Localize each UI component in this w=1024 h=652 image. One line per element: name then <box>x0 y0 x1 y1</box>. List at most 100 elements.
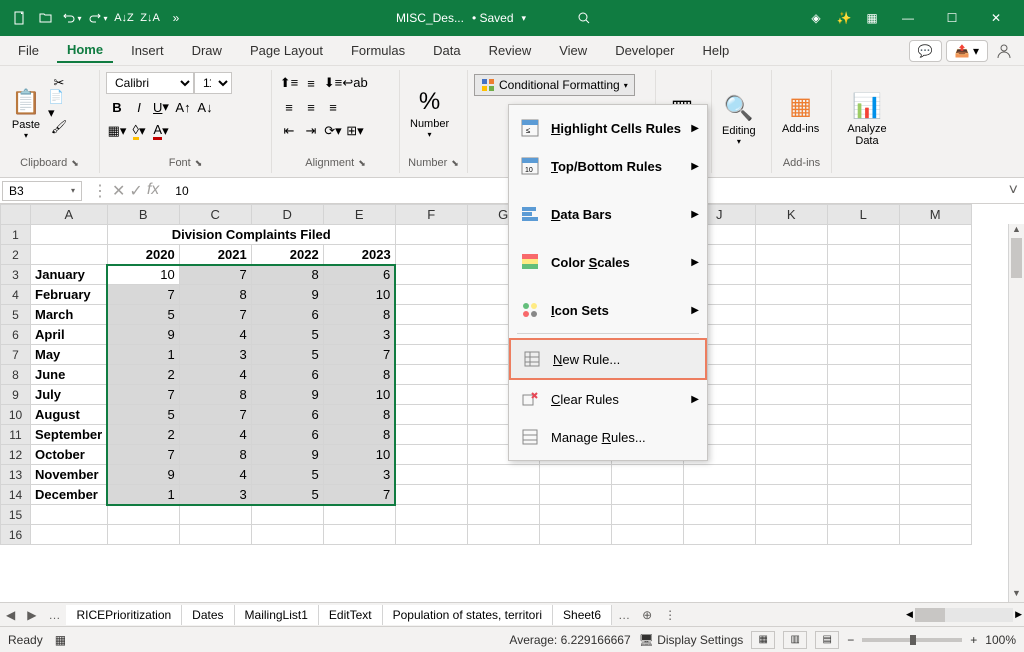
addins-button[interactable]: ▦ Add-ins <box>778 72 823 155</box>
paste-button[interactable]: 📋 Paste ▾ <box>6 72 46 155</box>
fx-icon[interactable]: fx <box>147 181 159 201</box>
zoom-out-button[interactable]: − <box>847 633 854 647</box>
grow-font-button[interactable]: A↑ <box>172 96 194 118</box>
page-break-view-button[interactable]: ▤ <box>815 631 839 649</box>
vertical-scrollbar[interactable]: ▲ ▼ <box>1008 224 1024 602</box>
sheet-tab[interactable]: RICEPrioritization <box>66 605 182 625</box>
cf-color-scales[interactable]: Color Scales ▶ <box>509 243 707 281</box>
align-center-button[interactable]: ≡ <box>300 96 322 118</box>
undo-icon[interactable]: ▾ <box>60 6 84 30</box>
cf-manage-rules[interactable]: Manage Rules... <box>509 418 707 456</box>
sheet-nav-prev[interactable]: ◀ <box>0 608 21 622</box>
tab-draw[interactable]: Draw <box>182 39 232 62</box>
orientation-button[interactable]: ⟳▾ <box>322 120 344 142</box>
horizontal-scrollbar[interactable]: ◀ ▶ <box>904 608 1024 622</box>
sort-desc-icon[interactable]: Z↓A <box>138 6 162 30</box>
tab-help[interactable]: Help <box>692 39 739 62</box>
cf-top-bottom-rules[interactable]: 10 Top/Bottom Rules ▶ <box>509 147 707 185</box>
qat-more-icon[interactable]: » <box>164 6 188 30</box>
tab-home[interactable]: Home <box>57 38 113 63</box>
sheet-tab[interactable]: EditText <box>319 605 383 625</box>
tab-formulas[interactable]: Formulas <box>341 39 415 62</box>
comments-button[interactable]: 💬 <box>909 40 942 62</box>
underline-button[interactable]: U▾ <box>150 96 172 118</box>
search-icon[interactable] <box>572 6 596 30</box>
zoom-in-button[interactable]: + <box>970 633 977 647</box>
font-launcher[interactable]: ⬊ <box>195 158 203 169</box>
format-painter-button[interactable]: 🖌 <box>48 116 70 138</box>
clipboard-launcher[interactable]: ⬊ <box>71 158 79 169</box>
align-top-button[interactable]: ⬆≡ <box>278 72 300 94</box>
accessibility-icon[interactable]: ▦ <box>55 633 66 647</box>
font-name-select[interactable]: Calibri <box>106 72 194 94</box>
fill-color-button[interactable]: ◊▾ <box>128 120 150 142</box>
cancel-formula-icon[interactable]: ✕ <box>112 181 125 201</box>
expand-formula-bar[interactable]: ˅ <box>1003 182 1024 200</box>
page-layout-view-button[interactable]: ▥ <box>783 631 807 649</box>
normal-view-button[interactable]: ▦ <box>751 631 775 649</box>
cf-highlight-cells-rules[interactable]: ≤ Highlight Cells Rules ▶ <box>509 109 707 147</box>
account-icon[interactable] <box>992 39 1016 63</box>
status-ready: Ready <box>8 633 43 647</box>
zoom-level[interactable]: 100% <box>985 633 1016 647</box>
italic-button[interactable]: I <box>128 96 150 118</box>
tab-data[interactable]: Data <box>423 39 470 62</box>
new-file-icon[interactable] <box>8 6 32 30</box>
alignment-launcher[interactable]: ⬊ <box>358 158 366 169</box>
cf-icon-sets[interactable]: Icon Sets ▶ <box>509 291 707 329</box>
sort-asc-icon[interactable]: A↓Z <box>112 6 136 30</box>
copy-button[interactable]: 📄▾ <box>48 94 70 116</box>
shrink-font-button[interactable]: A↓ <box>194 96 216 118</box>
tab-page-layout[interactable]: Page Layout <box>240 39 333 62</box>
align-left-button[interactable]: ≡ <box>278 96 300 118</box>
sheet-nav-next[interactable]: ▶ <box>21 608 42 622</box>
merge-button[interactable]: ⊞▾ <box>344 120 366 142</box>
sheet-tab[interactable]: Sheet6 <box>553 605 612 625</box>
align-middle-button[interactable]: ≡ <box>300 72 322 94</box>
wand-icon[interactable]: ✨ <box>832 6 856 30</box>
number-launcher[interactable]: ⬊ <box>451 158 459 169</box>
align-right-button[interactable]: ≡ <box>322 96 344 118</box>
open-file-icon[interactable] <box>34 6 58 30</box>
sheet-tab[interactable]: MailingList1 <box>235 605 319 625</box>
increase-indent-button[interactable]: ⇥ <box>300 120 322 142</box>
decrease-indent-button[interactable]: ⇤ <box>278 120 300 142</box>
font-color-button[interactable]: A▾ <box>150 120 172 142</box>
bold-button[interactable]: B <box>106 96 128 118</box>
tab-view[interactable]: View <box>549 39 597 62</box>
font-size-select[interactable]: 11 <box>194 72 232 94</box>
editing-button[interactable]: 🔍 Editing ▾ <box>718 72 760 167</box>
share-button[interactable]: 📤 ▾ <box>946 40 988 62</box>
minimize-button[interactable]: — <box>888 4 928 32</box>
redo-icon[interactable]: ▾ <box>86 6 110 30</box>
cf-data-bars[interactable]: Data Bars ▶ <box>509 195 707 233</box>
cf-new-rule[interactable]: New Rule... <box>509 338 707 380</box>
name-box[interactable]: B3▾ <box>2 181 82 201</box>
borders-button[interactable]: ▦▾ <box>106 120 128 142</box>
align-bottom-button[interactable]: ⬇≡ <box>322 72 344 94</box>
alignment-label: Alignment <box>305 157 354 169</box>
tab-file[interactable]: File <box>8 39 49 62</box>
conditional-formatting-button[interactable]: Conditional Formatting ▾ <box>474 74 635 96</box>
zoom-slider[interactable] <box>862 638 962 642</box>
close-button[interactable]: ✕ <box>976 4 1016 32</box>
fb-dropdown-icon[interactable]: ⋮ <box>92 181 108 201</box>
cf-clear-rules[interactable]: Clear Rules ▶ <box>509 380 707 418</box>
sheet-tab[interactable]: Population of states, territori <box>383 605 553 625</box>
new-sheet-button[interactable]: ⊕ <box>636 608 658 622</box>
display-settings[interactable]: 🖥 Display Settings <box>639 633 744 647</box>
tab-insert[interactable]: Insert <box>121 39 174 62</box>
mode-icon[interactable]: ▦ <box>860 6 884 30</box>
conditional-formatting-menu: ≤ Highlight Cells Rules ▶ 10 Top/Bottom … <box>508 104 708 461</box>
sheet-more[interactable]: … <box>612 608 636 622</box>
sheet-tab[interactable]: Dates <box>182 605 234 625</box>
analyze-data-button[interactable]: 📊 Analyze Data <box>838 72 896 167</box>
wrap-text-button[interactable]: ↩ab <box>344 72 366 94</box>
enter-formula-icon[interactable]: ✓ <box>129 181 142 201</box>
tab-developer[interactable]: Developer <box>605 39 684 62</box>
tab-review[interactable]: Review <box>479 39 542 62</box>
maximize-button[interactable]: ☐ <box>932 4 972 32</box>
number-format-button[interactable]: % Number ▾ <box>406 72 453 155</box>
sheet-nav-more[interactable]: … <box>42 608 66 622</box>
diamond-icon[interactable]: ◈ <box>804 6 828 30</box>
